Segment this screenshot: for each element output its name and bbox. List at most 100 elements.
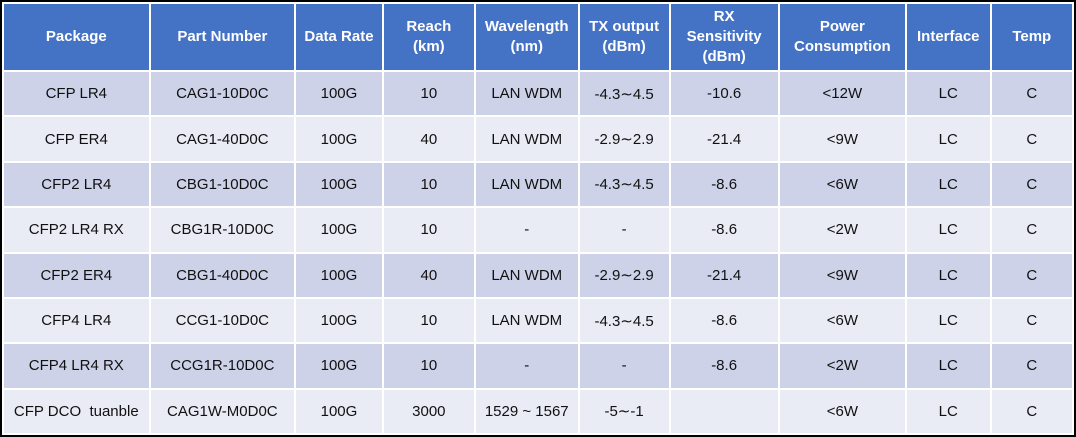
table-cell: C: [989, 206, 1075, 254]
table-cell: CFP DCO tuanble: [2, 387, 151, 436]
table-cell: 100G: [294, 69, 384, 118]
col-header-rx-sensitivity: RX Sensitivity (dBm): [668, 2, 780, 72]
table-cell: <9W: [777, 251, 908, 299]
col-header-tx-output: TX output (dBm): [577, 2, 671, 72]
table-cell: -: [577, 206, 671, 254]
table-cell: LAN WDM: [473, 296, 580, 345]
table-cell: C: [989, 387, 1075, 436]
table-cell: <2W: [777, 342, 908, 390]
table-cell: -8.6: [668, 296, 780, 345]
col-header-reach: Reach (km): [381, 2, 476, 72]
table-cell: LC: [905, 296, 992, 345]
table-cell: LC: [905, 387, 992, 436]
col-header-temp: Temp: [989, 2, 1075, 72]
table-cell: 40: [381, 115, 476, 163]
table-cell: 10: [381, 69, 476, 118]
table-cell: 100G: [294, 160, 384, 209]
table-cell: <6W: [777, 387, 908, 436]
table-cell: -8.6: [668, 206, 780, 254]
table-cell: LC: [905, 342, 992, 390]
table-cell: CFP2 ER4: [2, 251, 151, 299]
col-header-power-consumption: Power Consumption: [777, 2, 908, 72]
table-cell: C: [989, 115, 1075, 163]
table-row: CFP DCO tuanble CAG1W-M0D0C 100G 3000 1529 ~…: [2, 387, 1075, 436]
table-cell: <9W: [777, 115, 908, 163]
table-cell: 10: [381, 342, 476, 390]
table-cell: -2.9∼2.9: [577, 115, 671, 163]
col-header-part-number: Part Number: [148, 2, 297, 72]
table-cell: LAN WDM: [473, 69, 580, 118]
table-cell: CBG1R-10D0C: [148, 206, 297, 254]
table-cell: LAN WDM: [473, 160, 580, 209]
table-cell: CAG1-10D0C: [148, 69, 297, 118]
table-cell: 10: [381, 160, 476, 209]
table-cell: <6W: [777, 160, 908, 209]
table-cell: 3000: [381, 387, 476, 436]
table-cell: 10: [381, 296, 476, 345]
table-cell: C: [989, 342, 1075, 390]
table-cell: 10: [381, 206, 476, 254]
table-cell: CFP4 LR4 RX: [2, 342, 151, 390]
table-cell: C: [989, 296, 1075, 345]
table-cell: 100G: [294, 342, 384, 390]
table-cell: <12W: [777, 69, 908, 118]
table-cell: -: [473, 342, 580, 390]
table-cell: 100G: [294, 206, 384, 254]
table-row: CFP2 LR4 RX CBG1R-10D0C 100G 10- - -8.6 <2W LC C: [2, 206, 1075, 254]
table-cell: -4.3∼4.5: [577, 69, 671, 118]
table-cell: CBG1-10D0C: [148, 160, 297, 209]
table-cell: LC: [905, 115, 992, 163]
table-cell: -2.9∼2.9: [577, 251, 671, 299]
table-cell: CCG1-10D0C: [148, 296, 297, 345]
table-cell: LC: [905, 251, 992, 299]
col-header-interface: Interface: [905, 2, 992, 72]
table-cell: C: [989, 251, 1075, 299]
table-cell: CFP2 LR4 RX: [2, 206, 151, 254]
table-cell: 100G: [294, 115, 384, 163]
table-cell: -8.6: [668, 160, 780, 209]
table-cell: -4.3∼4.5: [577, 296, 671, 345]
table-header: Package Part Number Data Rate Reach (km)…: [2, 2, 1075, 72]
table-cell: 40: [381, 251, 476, 299]
col-header-package: Package: [2, 2, 151, 72]
table-cell: CBG1-40D0C: [148, 251, 297, 299]
table-cell: -4.3∼4.5: [577, 160, 671, 209]
table-row: CFP4 LR4 CCG1-10D0C 100G 10 LAN WDM -4.3∼4.5-…: [2, 296, 1075, 345]
col-header-wavelength: Wavelength (nm): [473, 2, 580, 72]
table-cell: -21.4: [668, 115, 780, 163]
table-cell: -10.6: [668, 69, 780, 118]
table-cell: C: [989, 69, 1075, 118]
table-cell: C: [989, 160, 1075, 209]
table-cell: -5∼-1: [577, 387, 671, 436]
table-cell: 100G: [294, 387, 384, 436]
table-cell: 100G: [294, 296, 384, 345]
table-row: CFP4 LR4 RX CCG1R-10D0C 100G 10- - -8.6 <2W LC C: [2, 342, 1075, 390]
table-cell: LAN WDM: [473, 251, 580, 299]
table-cell: CCG1R-10D0C: [148, 342, 297, 390]
col-header-data-rate: Data Rate: [294, 2, 384, 72]
table-cell: CFP2 LR4: [2, 160, 151, 209]
table-cell: [668, 387, 780, 436]
table-cell: CFP4 LR4: [2, 296, 151, 345]
table-cell: CAG1W-M0D0C: [148, 387, 297, 436]
table-cell: CAG1-40D0C: [148, 115, 297, 163]
table-cell: LC: [905, 160, 992, 209]
table-cell: -: [473, 206, 580, 254]
table-row: CFP2 ER4 CBG1-40D0C 100G 40 LAN WDM -2.9∼2.9-…: [2, 251, 1075, 299]
table-row: CFP LR4 CAG1-10D0C 100G 10 LAN WDM -4.3∼4.5 -1…: [2, 69, 1075, 118]
header-row: Package Part Number Data Rate Reach (km)…: [2, 2, 1075, 72]
table-cell: -: [577, 342, 671, 390]
table-cell: <6W: [777, 296, 908, 345]
table-cell: LAN WDM: [473, 115, 580, 163]
table-cell: -21.4: [668, 251, 780, 299]
table-cell: LC: [905, 206, 992, 254]
table-cell: CFP LR4: [2, 69, 151, 118]
table-row: CFP2 LR4 CBG1-10D0C 100G 10 LAN WDM -4.3∼4.5-…: [2, 160, 1075, 209]
table-cell: 1529 ~ 1567: [473, 387, 580, 436]
table-body: CFP LR4 CAG1-10D0C 100G 10 LAN WDM -4.3∼4.5 -1…: [2, 69, 1075, 436]
table-row: CFP ER4 CAG1-40D0C 100G 40 LAN WDM -2.9∼2.9 -2…: [2, 115, 1075, 163]
table-cell: CFP ER4: [2, 115, 151, 163]
table-cell: 100G: [294, 251, 384, 299]
